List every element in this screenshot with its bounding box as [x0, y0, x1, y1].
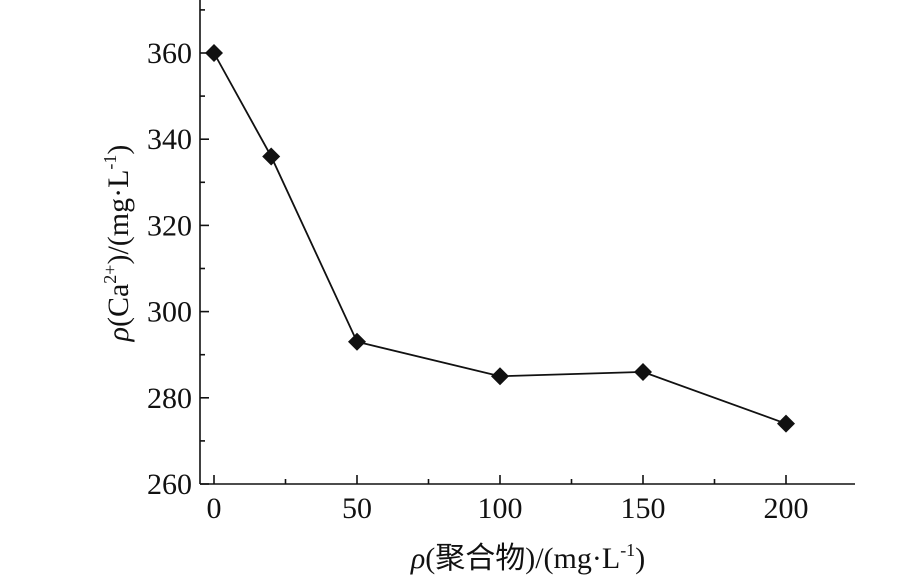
y-tick-label: 360 — [147, 37, 192, 70]
data-point-marker — [205, 44, 223, 62]
x-tick-label: 100 — [478, 492, 523, 525]
data-point-marker — [634, 362, 652, 381]
x-tick-label: 200 — [764, 492, 809, 525]
y-axis-title: ρ(Ca2+)/(mg·L-1) — [100, 145, 135, 343]
x-ticks: 0 50 100 150 200 — [207, 475, 809, 525]
y-tick-label: 300 — [147, 296, 192, 329]
x-axis-title: ρ(聚合物)/(mg·L-1) — [410, 540, 645, 575]
data-point-marker — [491, 367, 509, 386]
axes — [199, 0, 855, 485]
y-tick-label: 280 — [147, 382, 192, 415]
x-tick-label: 50 — [342, 492, 372, 525]
y-tick-label: 260 — [147, 468, 192, 501]
data-point-marker — [262, 147, 281, 166]
y-tick-label: 320 — [147, 209, 192, 242]
x-tick-label: 150 — [621, 492, 666, 525]
series — [205, 44, 795, 433]
data-point-marker — [777, 414, 795, 433]
y-tick-label: 340 — [147, 123, 192, 156]
series-line — [213, 52, 787, 425]
x-tick-label: 0 — [207, 492, 222, 525]
data-point-marker — [348, 332, 366, 351]
